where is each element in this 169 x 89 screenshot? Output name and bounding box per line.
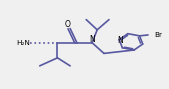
Text: O: O (64, 19, 70, 29)
Text: N: N (117, 36, 123, 45)
Text: H₂N: H₂N (16, 40, 30, 46)
Text: N: N (89, 35, 95, 44)
Text: Br: Br (154, 32, 162, 38)
